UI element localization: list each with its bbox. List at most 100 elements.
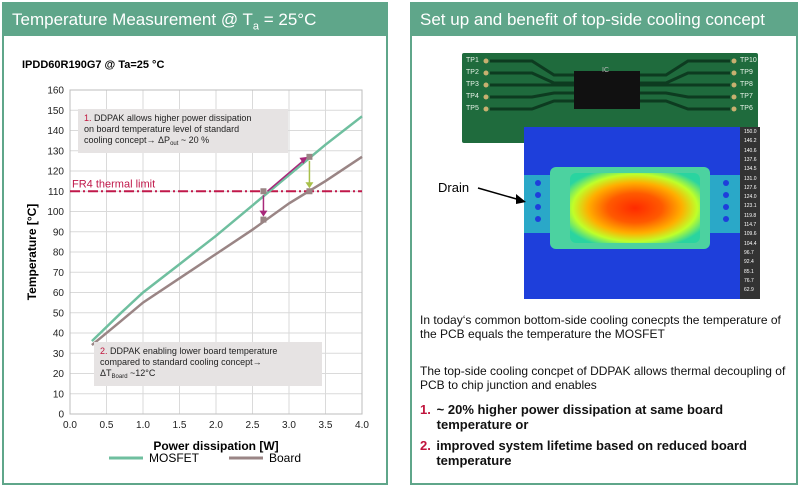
- y-axis-label: Temperature [°C]: [25, 204, 39, 301]
- y-tick-label: 50: [53, 308, 65, 319]
- y-tick-label: 140: [47, 126, 64, 137]
- annotation-2-text: ΔTBoard ~12°C: [100, 368, 156, 380]
- temperature-scale: 150.0 146.2 140.6 137.6 134.5 131.0 127.6 124.0…: [740, 127, 760, 299]
- x-tick-label: 1.5: [173, 420, 187, 431]
- scale-tick-label: 85.1: [744, 268, 754, 275]
- x-tick-label: 2.0: [209, 420, 223, 431]
- chart-subtitle: IPDD60R190G7 @ Ta=25 °C: [22, 59, 164, 71]
- delta-t-arrowhead: [259, 210, 268, 217]
- pcb-traces: [483, 58, 737, 112]
- series-line-board: [91, 155, 363, 347]
- scale-tick-label: 62.9: [744, 287, 754, 294]
- y-tick-label: 130: [47, 146, 64, 157]
- data-marker: [260, 188, 267, 195]
- thermal-image: [524, 127, 740, 299]
- y-tick-label: 160: [47, 86, 64, 97]
- y-tick-label: 80: [53, 248, 65, 259]
- scale-tick-label: 104.4: [744, 240, 757, 247]
- pcb-label: TP10: [740, 57, 757, 64]
- scale-tick-label: 124.0: [744, 194, 757, 201]
- thermal-limit-label: FR4 thermal limit: [72, 178, 155, 190]
- benefit-text: improved system lifetime based on reduce…: [436, 438, 747, 468]
- pcb-label: TP5: [466, 105, 479, 112]
- ic-package: [574, 71, 640, 109]
- scale-tick-label: 146.2: [744, 138, 757, 145]
- scale-tick-label: 131.0: [744, 175, 757, 182]
- drain-arrow: [477, 187, 526, 204]
- y-tick-label: 120: [47, 167, 64, 178]
- x-tick-label: 4.0: [355, 420, 369, 431]
- scale-tick-label: 127.6: [744, 184, 757, 191]
- y-tick-label: 100: [47, 207, 64, 218]
- legend-label: MOSFET: [149, 451, 200, 465]
- pcb-label: TP7: [740, 93, 753, 100]
- pcb-label: TP2: [466, 69, 479, 76]
- scale-tick-label: 119.8: [744, 212, 757, 219]
- annotation-1-text: 1. DDPAK allows higher power dissipation: [84, 113, 251, 123]
- annotation-1-text: cooling concept→ ΔPout ~ 20 %: [84, 135, 209, 147]
- annotation-2-text: compared to standard cooling concept→: [100, 357, 262, 367]
- ic-label: IC: [602, 67, 609, 74]
- x-tick-label: 1.0: [136, 420, 150, 431]
- y-tick-label: 70: [53, 268, 65, 279]
- pcb-label: TP1: [466, 57, 479, 64]
- scale-tick-label: 140.6: [744, 147, 757, 154]
- benefit-number: 2.: [420, 438, 431, 453]
- pcb-label: TP4: [466, 93, 479, 100]
- pcb-label: TP9: [740, 69, 753, 76]
- scale-tick-label: 76.7: [744, 277, 754, 284]
- left-panel: Temperature Measurement @ Ta = 25°C IPDD…: [2, 2, 388, 485]
- annotation-2-text: 2. DDPAK enabling lower board temperatur…: [100, 346, 277, 356]
- x-axis-label: Power dissipation [W]: [153, 439, 278, 453]
- data-marker: [260, 216, 267, 223]
- y-tick-label: 60: [53, 288, 65, 299]
- data-marker: [306, 188, 313, 195]
- pcb-label: TP3: [466, 81, 479, 88]
- right-panel-title: Set up and benefit of top-side cooling c…: [412, 4, 796, 36]
- benefit-number: 1.: [420, 402, 431, 417]
- scale-tick-label: 123.1: [744, 203, 757, 210]
- benefit-list: 1. ~ 20% higher power dissipation at sam…: [420, 402, 790, 474]
- paragraph-bottom-side: In today‘s common bottom-side cooling co…: [420, 313, 781, 341]
- delta-board-arrowhead: [305, 182, 314, 189]
- data-marker: [306, 153, 313, 160]
- scale-tick-label: 114.7: [744, 222, 757, 228]
- x-tick-label: 3.5: [319, 420, 333, 431]
- pcb-label: TP8: [740, 81, 753, 88]
- left-panel-title: Temperature Measurement @ Ta = 25°C: [4, 4, 386, 36]
- benefit-item: 1. ~ 20% higher power dissipation at sam…: [420, 402, 790, 432]
- benefit-text: ~ 20% higher power dissipation at same b…: [436, 402, 724, 432]
- y-tick-label: 10: [53, 389, 65, 400]
- scale-tick-label: 109.6: [744, 231, 757, 238]
- benefit-item: 2. improved system lifetime based on red…: [420, 438, 790, 468]
- drain-label: Drain: [438, 180, 470, 195]
- scale-tick-label: 150.0: [744, 129, 757, 135]
- pcb-label: TP6: [740, 105, 753, 112]
- scale-tick-label: 96.7: [744, 249, 754, 256]
- x-tick-label: 0.5: [100, 420, 114, 431]
- x-tick-label: 0.0: [63, 420, 77, 431]
- y-tick-label: 90: [53, 227, 65, 238]
- right-panel: Set up and benefit of top-side cooling c…: [410, 2, 798, 485]
- plot-area: [69, 89, 363, 415]
- y-tick-label: 0: [58, 410, 64, 421]
- legend-label: Board: [269, 451, 301, 465]
- delta-p-arrowhead: [299, 156, 308, 164]
- y-tick-label: 110: [48, 187, 64, 198]
- delta-p-arrow: [266, 158, 306, 192]
- annotation-1-box: [78, 109, 288, 153]
- series-line-mosfet: [91, 115, 363, 342]
- scale-tick-label: 92.4: [744, 259, 754, 266]
- y-tick-label: 20: [53, 369, 65, 380]
- y-tick-label: 150: [47, 106, 64, 117]
- thermal-map: [524, 127, 740, 299]
- y-tick-label: 30: [53, 349, 65, 360]
- temperature-chart: IPDD60R190G7 @ Ta=25 °C 0 10 20 30 40 50 60 70 80…: [22, 59, 369, 465]
- x-tick-label: 3.0: [282, 420, 296, 431]
- scale-tick-label: 134.5: [744, 166, 757, 173]
- annotation-1-text: on board temperature level of standard: [84, 124, 239, 134]
- scale-tick-label: 137.6: [744, 156, 757, 163]
- paragraph-top-side: The top-side cooling concpet of DDPAK al…: [420, 364, 786, 392]
- y-tick-label: 40: [53, 329, 65, 340]
- x-tick-label: 2.5: [246, 420, 260, 431]
